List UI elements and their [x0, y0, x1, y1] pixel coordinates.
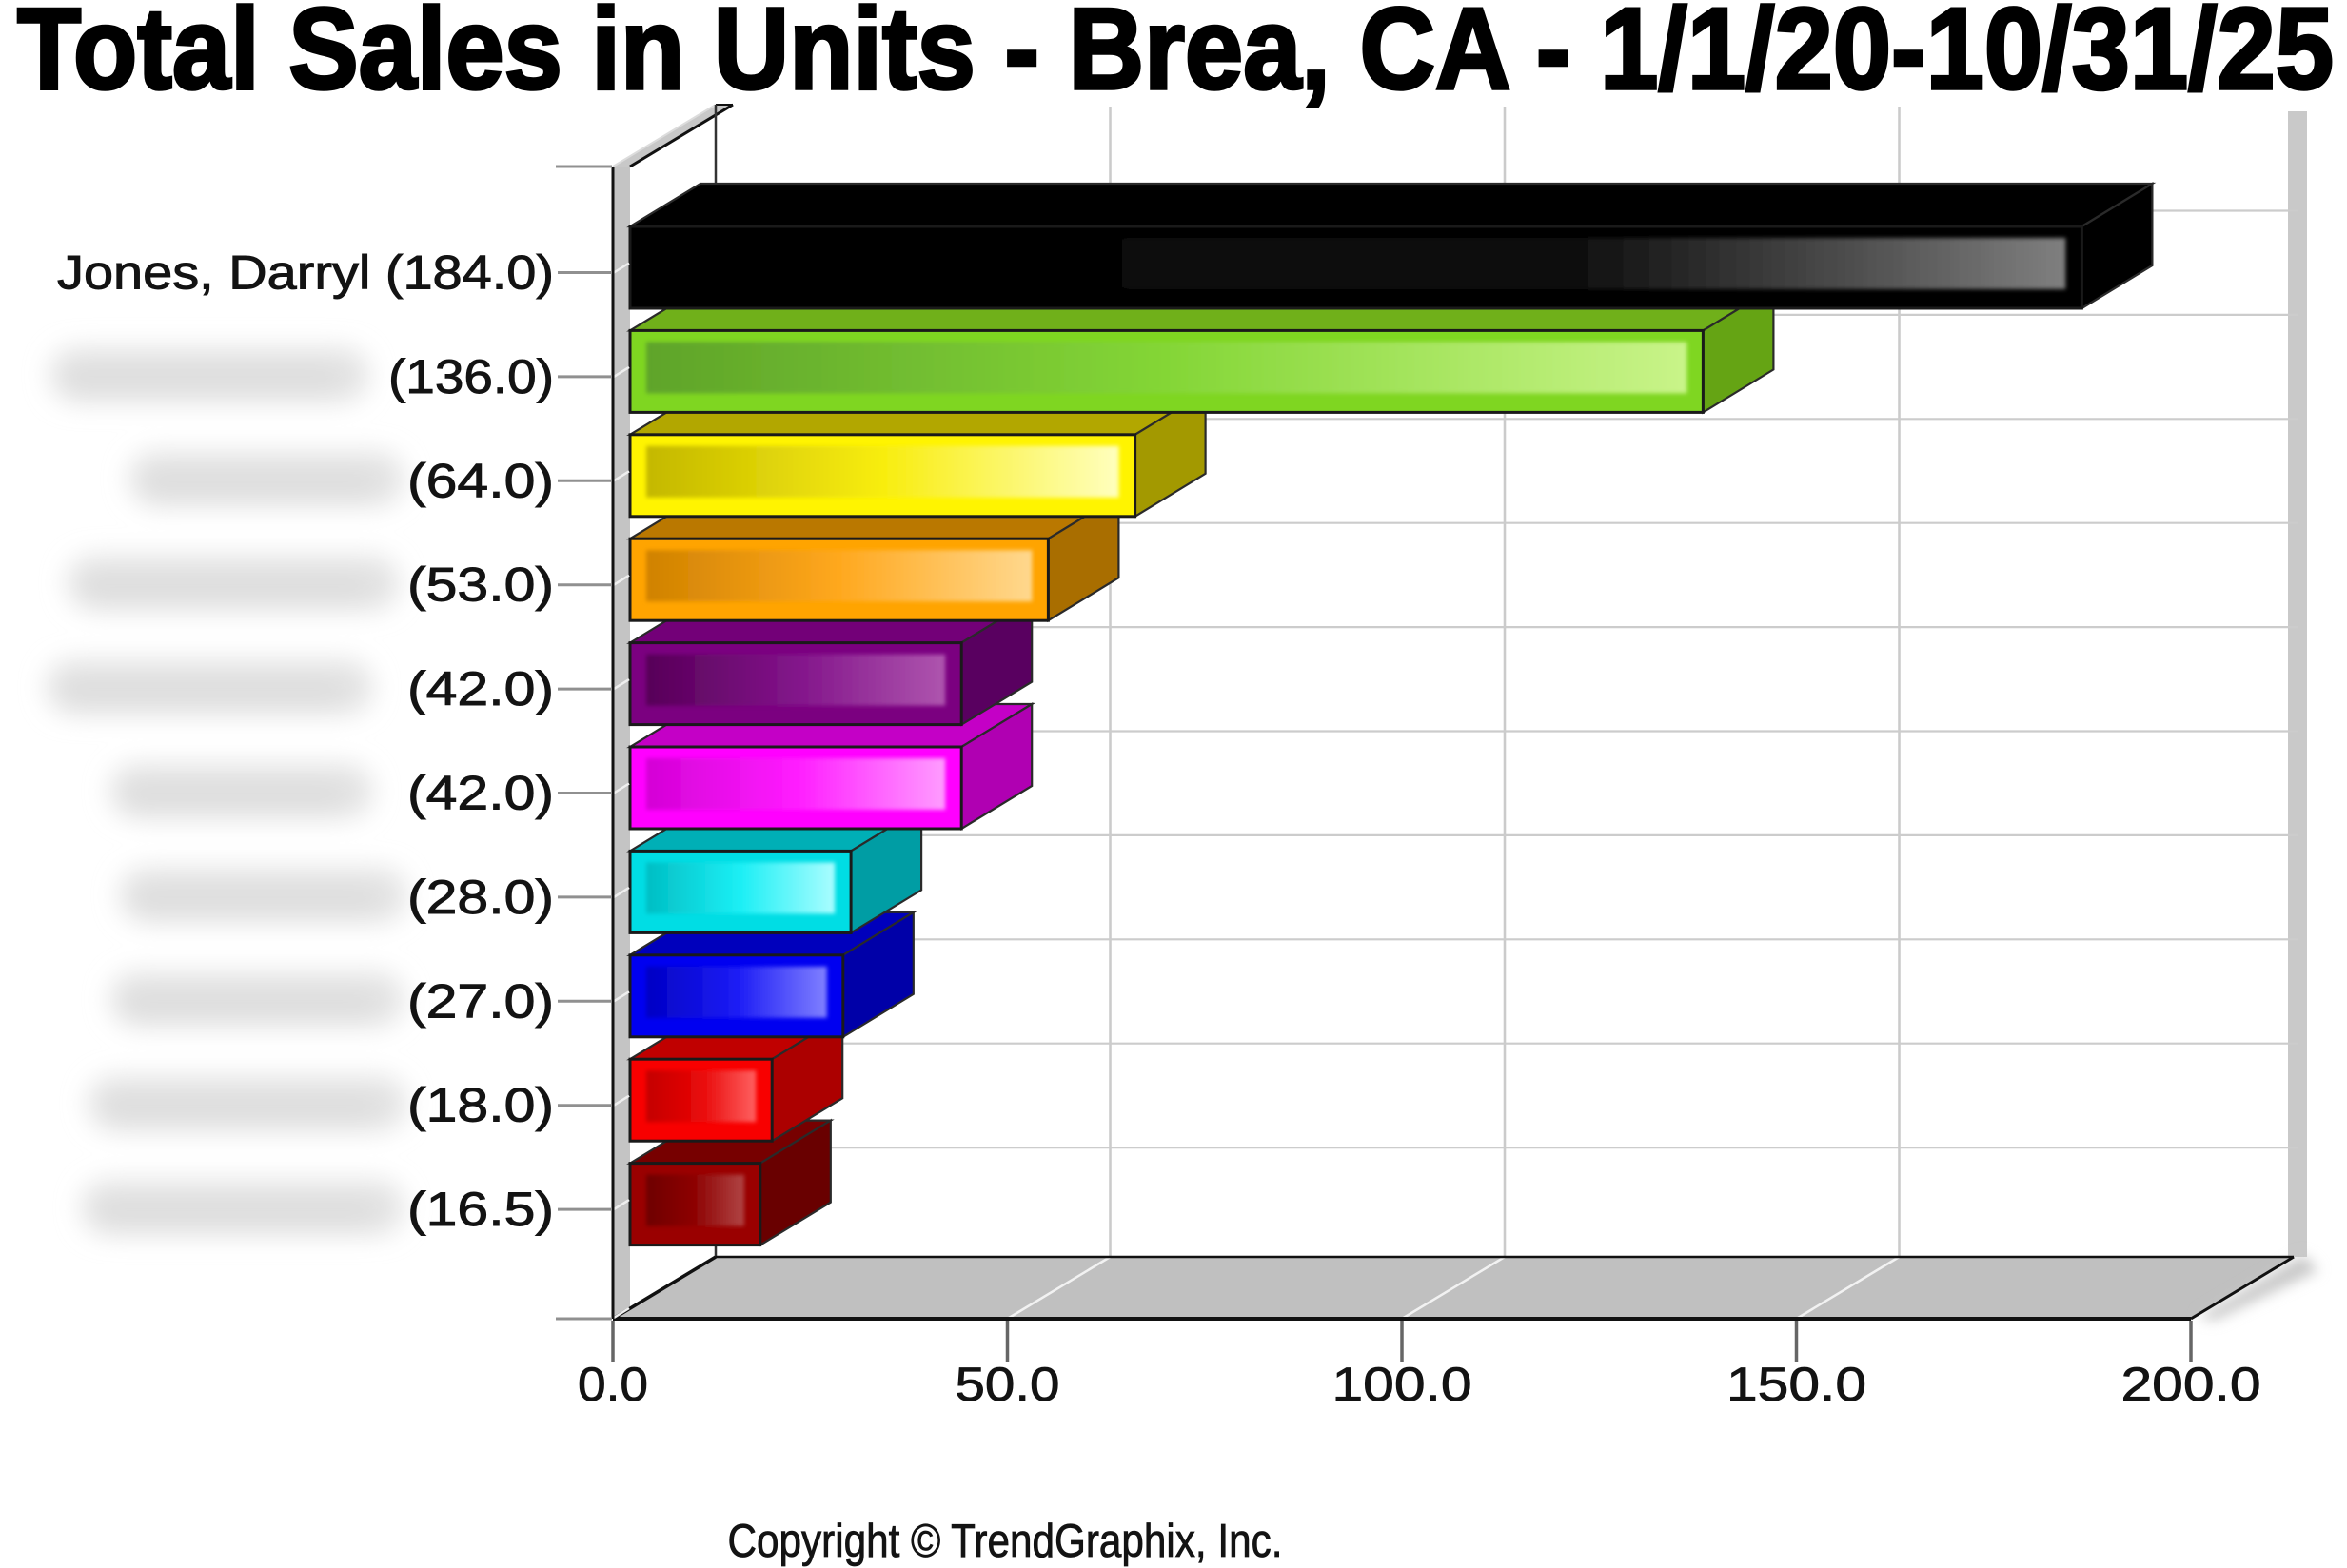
svg-text:100.0: 100.0 — [1332, 1358, 1472, 1411]
svg-text:(28.0): (28.0) — [407, 871, 554, 924]
svg-text:Jones, Darryl (184.0): Jones, Darryl (184.0) — [57, 246, 554, 300]
svg-text:(136.0): (136.0) — [388, 350, 554, 403]
svg-text:150.0: 150.0 — [1726, 1358, 1866, 1411]
svg-text:(53.0): (53.0) — [407, 559, 554, 612]
svg-text:(42.0): (42.0) — [407, 662, 554, 715]
svg-text:(27.0): (27.0) — [407, 974, 554, 1028]
svg-text:0.0: 0.0 — [578, 1358, 648, 1411]
svg-text:(42.0): (42.0) — [407, 767, 554, 820]
svg-text:(16.5): (16.5) — [407, 1183, 554, 1236]
svg-text:50.0: 50.0 — [956, 1358, 1060, 1411]
svg-text:Total Sales in Units - Brea, C: Total Sales in Units - Brea, CA - 1/1/20… — [17, 0, 2334, 113]
svg-text:(18.0): (18.0) — [407, 1079, 554, 1132]
svg-text:200.0: 200.0 — [2121, 1358, 2261, 1411]
svg-text:Copyright © TrendGraphix, Inc.: Copyright © TrendGraphix, Inc. — [728, 1516, 1283, 1567]
svg-text:(64.0): (64.0) — [407, 454, 554, 507]
